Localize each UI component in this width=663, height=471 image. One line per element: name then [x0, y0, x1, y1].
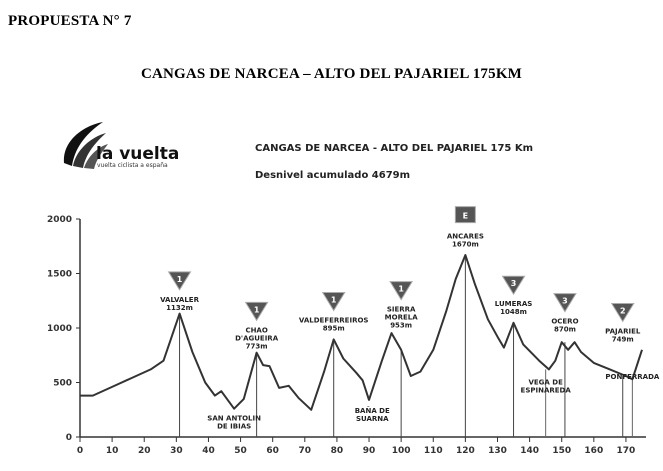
summit-name-label: SIERRA	[387, 306, 416, 314]
swoosh-icon	[63, 122, 108, 169]
summit-elevation-label: 1132m	[166, 304, 193, 312]
town-label: VEGA DE	[528, 379, 563, 387]
logo-tagline: vuelta ciclista a españa	[97, 162, 168, 169]
category-marker-label: E	[463, 212, 468, 221]
x-tick-label: 100	[392, 446, 411, 456]
category-marker-label: 1	[398, 285, 404, 294]
x-tick-label: 0	[77, 446, 83, 456]
summit-name-label: LUMERAS	[495, 300, 533, 308]
town-label: DE IBIAS	[217, 423, 251, 431]
town-label: BAÑA DE	[355, 406, 390, 415]
summit-elevation-label: 953m	[390, 322, 412, 330]
summit-elevation-label: 870m	[554, 326, 576, 334]
town-label: SAN ANTOLIN	[207, 415, 261, 423]
category-marker-label: 3	[511, 279, 517, 288]
category-marker-icon	[610, 302, 635, 323]
summit-elevation-label: 1048m	[500, 308, 527, 316]
town-label: SUARNA	[356, 415, 389, 423]
category-marker-icon	[553, 293, 577, 313]
category-marker-icon	[389, 281, 414, 301]
category-marker-label: 1	[254, 305, 260, 314]
logo-wordmark: la vuelta	[96, 144, 179, 164]
x-tick-label: 50	[234, 446, 247, 456]
category-marker-label: 1	[177, 275, 183, 284]
summit-name-label: VALVALER	[160, 296, 199, 304]
y-tick-label: 2000	[47, 215, 72, 225]
summit-elevation-label: 773m	[246, 342, 268, 350]
y-tick-label: 0	[66, 433, 72, 443]
category-marker-label: 2	[620, 306, 626, 315]
category-marker-icon	[454, 206, 476, 224]
x-tick-label: 160	[584, 446, 603, 456]
category-marker-label: 1	[331, 296, 337, 305]
chart-title: CANGAS DE NARCEA - ALTO DEL PAJARIEL 175…	[255, 143, 533, 154]
summit-elevation-label: 1670m	[452, 241, 479, 249]
chart-subtitle: Desnivel acumulado 4679m	[255, 170, 410, 181]
summit-name-label: ANCARES	[447, 233, 484, 241]
category-marker-icon	[167, 271, 192, 291]
summit-name-label: CHAO	[245, 326, 267, 334]
summit-name-label: PAJARIEL	[605, 327, 641, 335]
x-tick-label: 110	[424, 446, 443, 456]
town-label: PONFERRADA	[605, 373, 660, 381]
summit-name-label: OCERO	[551, 318, 578, 326]
elevation-profile-line	[80, 254, 643, 411]
x-tick-label: 90	[363, 446, 376, 456]
summit-name-label: MORELA	[385, 314, 419, 322]
x-tick-label: 80	[331, 446, 344, 456]
y-tick-label: 500	[53, 379, 72, 389]
category-marker-icon	[321, 292, 346, 312]
document-heading: PROPUESTA N° 7	[8, 13, 132, 29]
x-tick-label: 60	[266, 446, 279, 456]
x-tick-label: 10	[106, 446, 119, 456]
category-marker-icon	[501, 275, 526, 296]
summit-elevation-label: 749m	[612, 335, 634, 343]
x-tick-label: 140	[520, 446, 539, 456]
summit-name-label: D'AGUEIRA	[235, 334, 279, 342]
la-vuelta-logo: la vuelta vuelta ciclista a españa	[63, 122, 179, 169]
x-tick-label: 30	[170, 446, 183, 456]
summit-elevation-label: 895m	[323, 325, 345, 333]
x-tick-label: 70	[299, 446, 312, 456]
x-tick-label: 40	[202, 446, 215, 456]
category-marker-icon	[244, 301, 269, 322]
y-tick-label: 1500	[47, 270, 72, 280]
summit-name-label: VALDEFERREIROS	[299, 317, 369, 325]
x-tick-label: 130	[488, 446, 507, 456]
town-label: ESPINAREDA	[521, 387, 572, 395]
category-marker-label: 3	[562, 297, 568, 306]
document-title: CANGAS DE NARCEA – ALTO DEL PAJARIEL 175…	[140, 66, 523, 82]
x-tick-label: 20	[138, 446, 151, 456]
x-tick-label: 150	[552, 446, 571, 456]
x-tick-label: 120	[456, 446, 475, 456]
y-tick-label: 1000	[47, 324, 72, 334]
x-tick-label: 170	[617, 446, 636, 456]
